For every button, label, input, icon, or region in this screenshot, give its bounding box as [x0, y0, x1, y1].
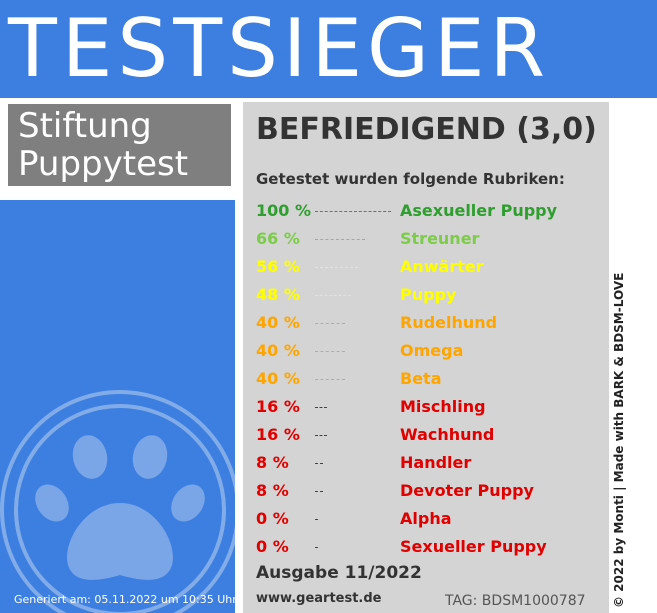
rubric-name: Sexueller Puppy	[400, 537, 547, 556]
rubric-row: 8 % Devoter Puppy	[256, 477, 606, 505]
rubric-dash-bar	[315, 295, 351, 296]
rubric-percent: 66 %	[256, 229, 300, 248]
rubric-name: Omega	[400, 341, 464, 360]
copyright-vertical: © 2022 by Monti | Made with BARK & BDSM-…	[612, 272, 626, 608]
rubric-row: 40 % Beta	[256, 365, 606, 393]
rubric-dash-bar	[315, 519, 318, 520]
rubric-name: Alpha	[400, 509, 452, 528]
panel-divider	[235, 102, 243, 613]
edition-label: Ausgabe 11/2022	[256, 563, 422, 583]
rubric-row: 0 % Sexueller Puppy	[256, 533, 606, 561]
rubric-dash-bar	[315, 547, 318, 548]
rubric-name: Puppy	[400, 285, 457, 304]
rubric-dash-bar	[315, 351, 345, 352]
brand-box: Stiftung Puppytest	[8, 104, 231, 186]
verdict-heading: BEFRIEDIGEND (3,0)	[256, 112, 597, 147]
rubric-percent: 8 %	[256, 453, 289, 472]
rubric-row: 66 % Streuner	[256, 225, 606, 253]
rubric-percent: 40 %	[256, 369, 300, 388]
rubric-name: Wachhund	[400, 425, 495, 444]
rubric-row: 8 % Handler	[256, 449, 606, 477]
rubric-percent: 48 %	[256, 285, 300, 304]
rubric-dash-bar	[315, 463, 323, 464]
rubric-percent: 16 %	[256, 397, 300, 416]
generated-timestamp: Generiert am: 05.11.2022 um 10:35 Uhr	[14, 593, 237, 606]
paw-print-icon	[0, 390, 235, 613]
rubric-dash-bar	[315, 239, 365, 240]
rubric-row: 100 % Asexueller Puppy	[256, 197, 606, 225]
rubric-percent: 16 %	[256, 425, 300, 444]
website-link[interactable]: www.geartest.de	[256, 591, 382, 606]
rubric-name: Beta	[400, 369, 442, 388]
rubric-row: 0 % Alpha	[256, 505, 606, 533]
rubric-row: 40 % Omega	[256, 337, 606, 365]
rubric-dash-bar	[315, 267, 358, 268]
rubric-percent: 0 %	[256, 509, 289, 528]
rubric-name: Devoter Puppy	[400, 481, 534, 500]
rubric-row: 56 % Anwärter	[256, 253, 606, 281]
rubric-row: 48 % Puppy	[256, 281, 606, 309]
rubric-name: Mischling	[400, 397, 486, 416]
rubric-name: Handler	[400, 453, 472, 472]
rubric-row: 16 % Mischling	[256, 393, 606, 421]
results-panel	[243, 102, 609, 613]
brand-line-1: Stiftung	[18, 106, 152, 146]
rubric-dash-bar	[315, 435, 327, 436]
brand-line-2: Puppytest	[18, 144, 189, 184]
rubric-dash-bar	[315, 379, 345, 380]
banner-title: TESTSIEGER	[0, 0, 657, 98]
rubric-percent: 40 %	[256, 341, 300, 360]
rubric-percent: 40 %	[256, 313, 300, 332]
banner-divider	[0, 98, 657, 102]
rubric-name: Anwärter	[400, 257, 484, 276]
rubric-name: Rudelhund	[400, 313, 498, 332]
tag-id: TAG: BDSM1000787	[445, 593, 586, 609]
rubric-list: 100 % Asexueller Puppy 66 % Streuner 56 % Anw…	[256, 197, 606, 561]
rubric-percent: 56 %	[256, 257, 300, 276]
rubric-dash-bar	[315, 407, 327, 408]
rubric-name: Streuner	[400, 229, 480, 248]
rubrics-intro: Getestet wurden folgende Rubriken:	[256, 170, 565, 188]
rubric-percent: 100 %	[256, 201, 311, 220]
rubric-dash-bar	[315, 491, 323, 492]
rubric-dash-bar	[315, 211, 391, 212]
rubric-percent: 0 %	[256, 537, 289, 556]
rubric-dash-bar	[315, 323, 345, 324]
rubric-percent: 8 %	[256, 481, 289, 500]
rubric-row: 40 % Rudelhund	[256, 309, 606, 337]
rubric-name: Asexueller Puppy	[400, 201, 558, 220]
right-strip	[609, 102, 657, 613]
rubric-row: 16 % Wachhund	[256, 421, 606, 449]
